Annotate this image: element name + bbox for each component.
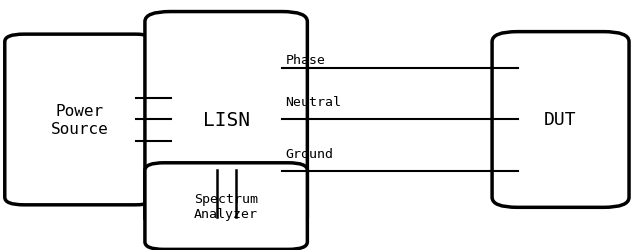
FancyBboxPatch shape xyxy=(5,35,155,205)
FancyBboxPatch shape xyxy=(145,12,307,228)
Text: LISN: LISN xyxy=(203,110,250,130)
Text: Neutral: Neutral xyxy=(285,96,341,109)
FancyBboxPatch shape xyxy=(492,32,629,208)
FancyBboxPatch shape xyxy=(145,163,307,249)
Text: Power
Source: Power Source xyxy=(51,104,108,136)
Text: Spectrum
Analyzer: Spectrum Analyzer xyxy=(194,192,258,220)
Text: DUT: DUT xyxy=(544,111,577,129)
Text: Ground: Ground xyxy=(285,147,333,160)
Text: Phase: Phase xyxy=(285,53,326,66)
